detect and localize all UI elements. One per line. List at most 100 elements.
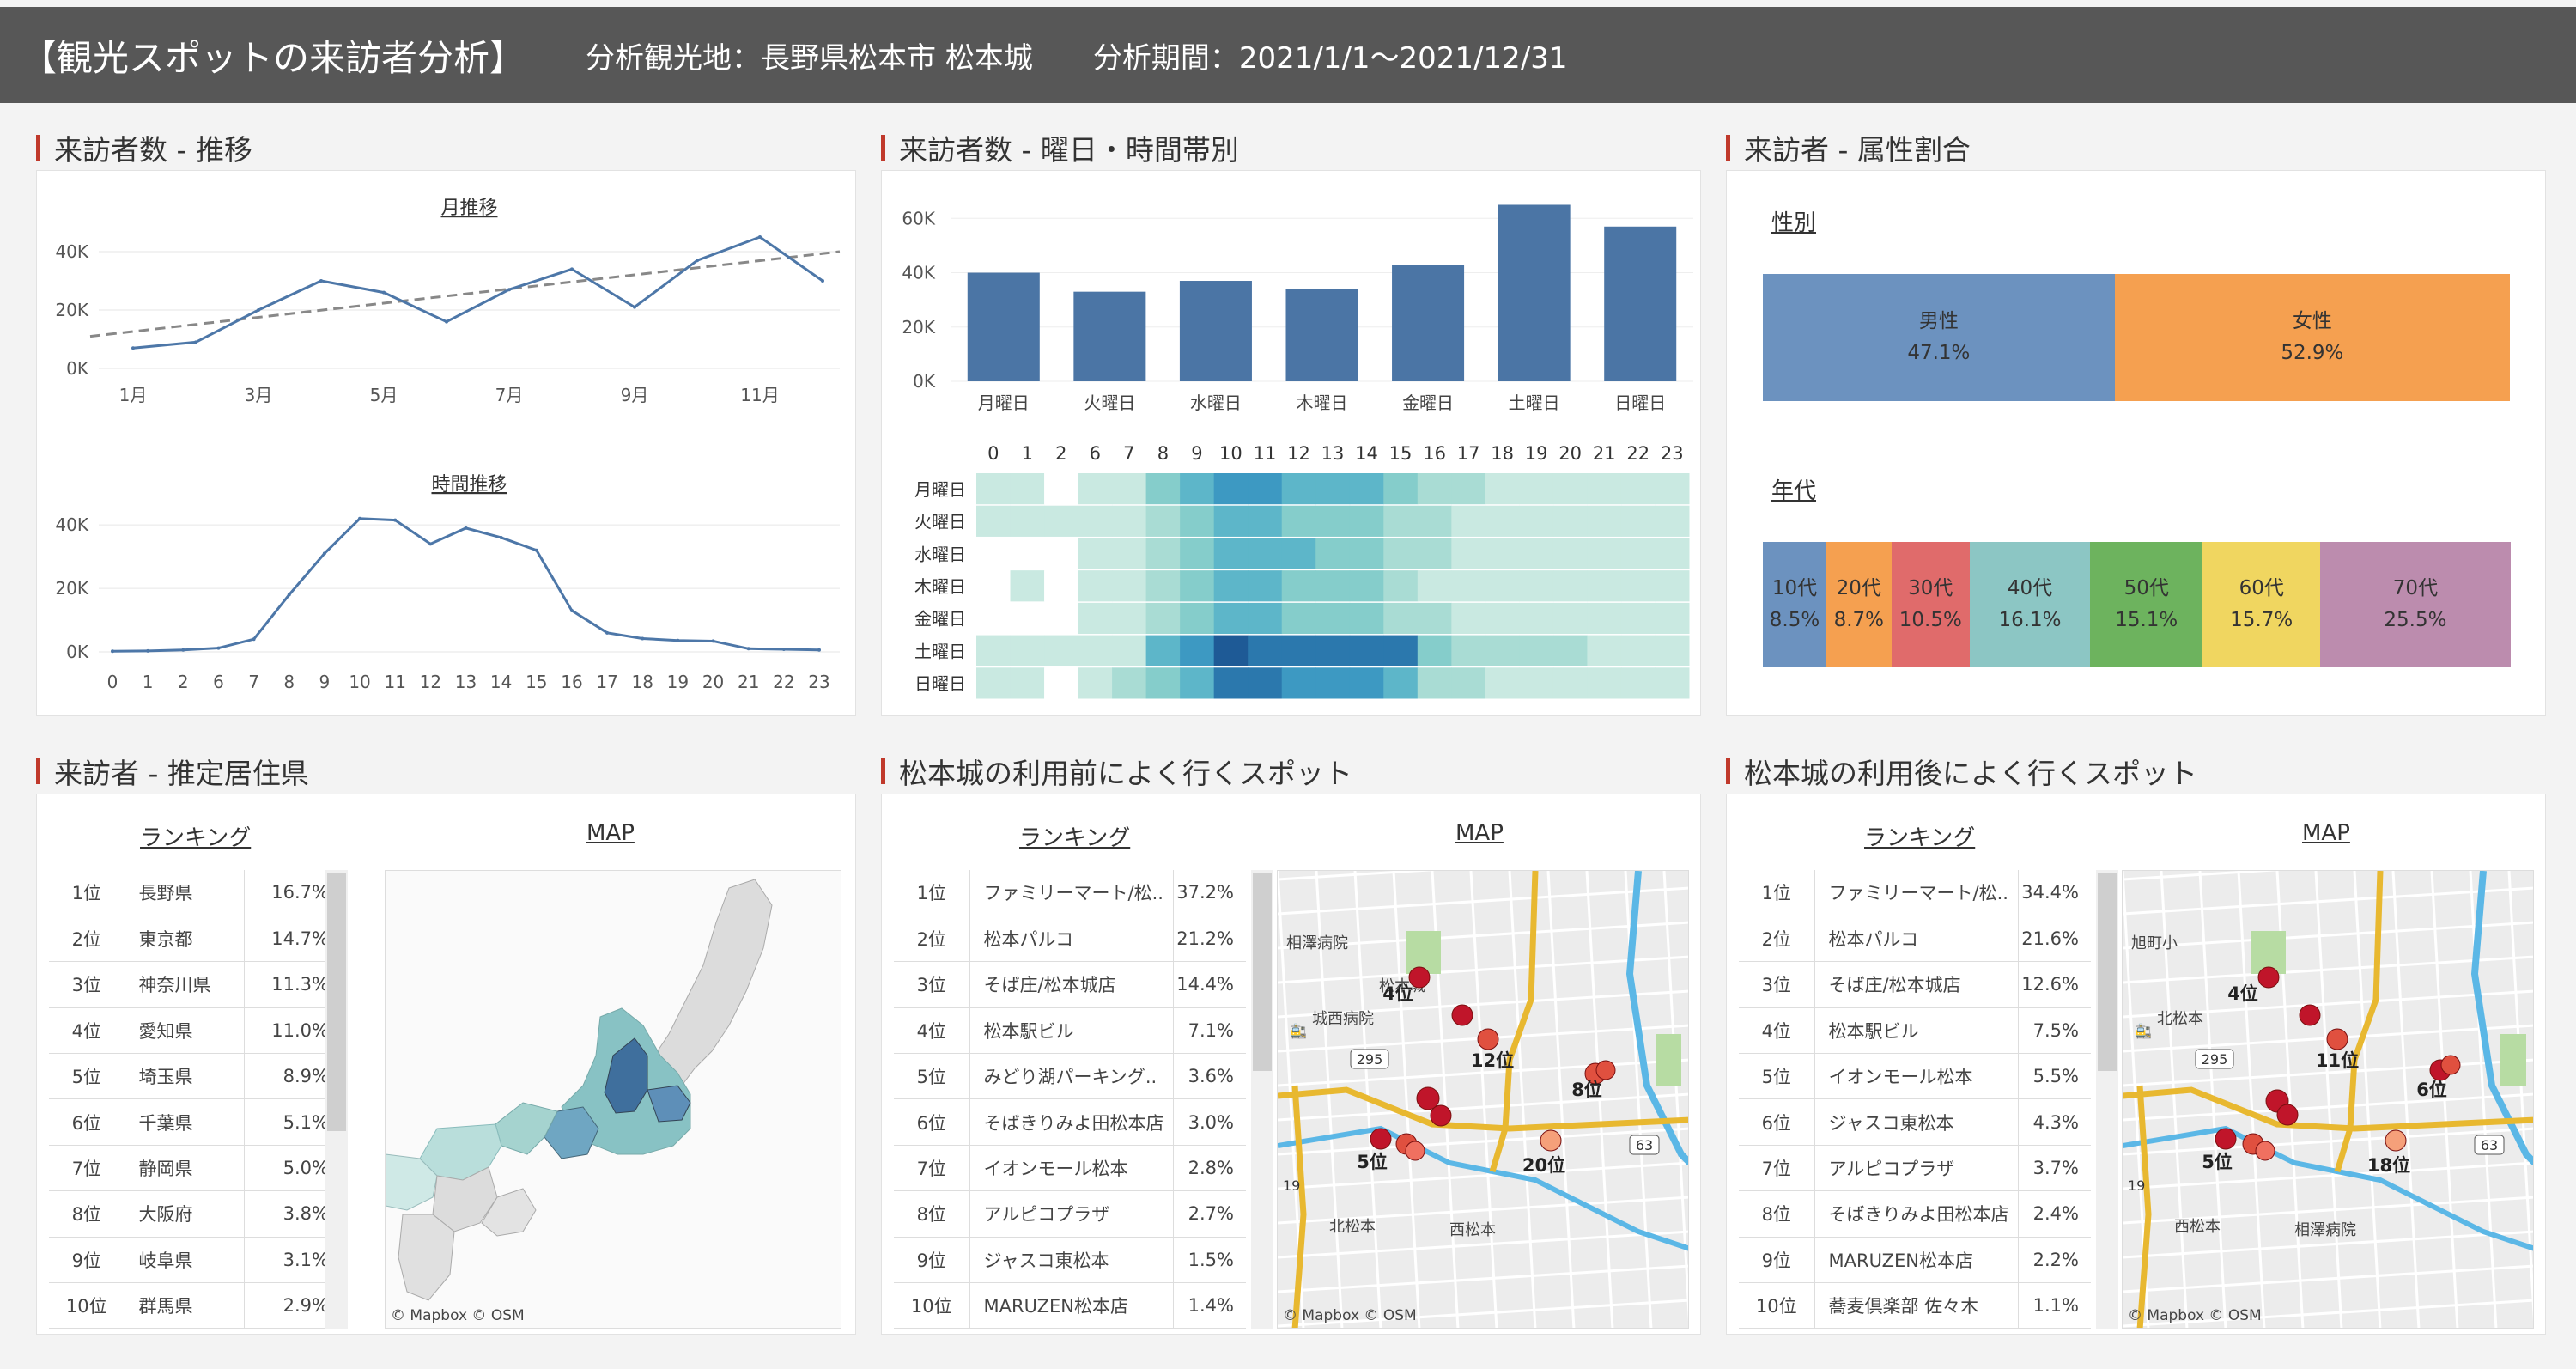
spot-marker xyxy=(1477,1028,1499,1050)
ranking-row[interactable]: 8位 アルピコプラザ 2.7% xyxy=(894,1190,1246,1238)
x-tick-label: 20 xyxy=(702,672,724,692)
ranking-row[interactable]: 5位 みどり湖パーキング.. 3.6% xyxy=(894,1053,1246,1100)
ranking-row[interactable]: 5位 イオンモール松本 5.5% xyxy=(1739,1053,2091,1100)
after-spots-map[interactable]: 295 63 19 北松本 🚉 西松本 相澤病院 旭町小 4位 11位 6位 5位 18位 © Mapbo… xyxy=(2122,870,2534,1329)
spot-marker xyxy=(2255,1141,2275,1161)
ranking-row[interactable]: 4位 愛知県 11.0% xyxy=(49,1007,341,1055)
ranking-row[interactable]: 7位 静岡県 5.0% xyxy=(49,1145,341,1192)
street xyxy=(2123,1230,2533,1259)
ranking-row[interactable]: 9位 ジャスコ東松本 1.5% xyxy=(894,1237,1246,1284)
ranking-row[interactable]: 10位 蕎麦倶楽部 佐々木 1.1% xyxy=(1739,1282,2091,1329)
heatmap-cell xyxy=(1180,505,1215,537)
heatmap-cell xyxy=(1010,473,1045,505)
name-cell: そば庄/松本城店 xyxy=(1814,961,2019,1008)
name-cell: MARUZEN松本店 xyxy=(1814,1237,2019,1284)
before-scrollbar[interactable] xyxy=(1251,870,1273,1329)
rank-cell: 5位 xyxy=(49,1053,125,1100)
japan-prefecture-map[interactable]: © Mapbox © OSM xyxy=(385,870,841,1329)
monthly-line-chart[interactable]: 月推移 0K 20K 40K 1月 3月 5月 7月 9月 11月 xyxy=(37,171,857,429)
ranking-row[interactable]: 10位 MARUZEN松本店 1.4% xyxy=(894,1282,1246,1329)
ranking-row[interactable]: 8位 そばきりみよ田松本店 2.4% xyxy=(1739,1190,2091,1238)
heatmap-cell xyxy=(1248,570,1283,602)
x-tick-label: 14 xyxy=(490,672,512,692)
percent-cell: 34.4% xyxy=(2018,870,2091,916)
percent-cell: 3.1% xyxy=(244,1237,341,1284)
ranking-row[interactable]: 1位 ファミリーマート/松.. 37.2% xyxy=(894,870,1246,916)
rank-cell: 2位 xyxy=(1739,916,1815,963)
ranking-row[interactable]: 3位 神奈川県 11.3% xyxy=(49,961,341,1008)
street xyxy=(1662,871,1688,1323)
ranking-row[interactable]: 2位 松本パルコ 21.6% xyxy=(1739,916,2091,963)
ranking-row[interactable]: 6位 千葉県 5.1% xyxy=(49,1098,341,1146)
heatmap-cell xyxy=(1519,570,1554,602)
x-tick-label: 23 xyxy=(808,672,829,692)
heatmap-cell xyxy=(1281,505,1316,537)
segment-label: 60代 xyxy=(2239,577,2284,600)
ranking-row[interactable]: 9位 岐阜県 3.1% xyxy=(49,1237,341,1284)
residence-scrollbar[interactable] xyxy=(325,870,348,1329)
segment-label: 40代 xyxy=(2007,577,2053,600)
street xyxy=(2123,955,2533,984)
rank-label: 5位 xyxy=(1357,1152,1388,1172)
monthly-point xyxy=(570,267,574,271)
ranking-row[interactable]: 8位 大阪府 3.8% xyxy=(49,1190,341,1238)
heatmap-cell xyxy=(1451,667,1486,699)
main-road xyxy=(2334,871,2384,1173)
ranking-row[interactable]: 3位 そば庄/松本城店 12.6% xyxy=(1739,961,2091,1008)
heatmap-column-label: 6 xyxy=(1090,443,1101,464)
heatmap-cell xyxy=(1010,635,1045,666)
name-cell: 東京都 xyxy=(125,916,246,963)
ranking-row[interactable]: 9位 MARUZEN松本店 2.2% xyxy=(1739,1237,2091,1284)
rank-cell: 7位 xyxy=(49,1145,125,1192)
hourly-point xyxy=(499,535,503,539)
weekday-hour-heatmap[interactable]: 0 1 2 6 7 8 9 10 11 12 13 14 15 16 17 18 19 20 21 22 23月曜日火曜… xyxy=(882,429,1702,717)
route-number: 63 xyxy=(1636,1137,1653,1153)
main-road xyxy=(1489,871,1539,1173)
street xyxy=(2123,886,2533,916)
ranking-row[interactable]: 4位 松本駅ビル 7.5% xyxy=(1739,1007,2091,1055)
name-cell: 静岡県 xyxy=(125,1145,246,1192)
gender-stacked-bar[interactable]: 男性 47.1% 女性 52.9% xyxy=(1763,274,2510,401)
percent-cell: 21.2% xyxy=(1173,916,1246,963)
heatmap-cell xyxy=(1383,635,1419,666)
age-stacked-bar[interactable]: 10代 8.5% 20代 8.7% 30代 10.5% 40代 16.1% 50代 15.1% 60… xyxy=(1763,542,2511,667)
ranking-row[interactable]: 7位 イオンモール松本 2.8% xyxy=(894,1145,1246,1192)
ranking-row[interactable]: 5位 埼玉県 8.9% xyxy=(49,1053,341,1100)
dashboard-title: 【観光スポットの来訪者分析】 xyxy=(21,36,526,79)
spot-marker xyxy=(1430,1104,1452,1127)
after-scrollbar[interactable] xyxy=(2096,870,2118,1329)
heatmap-column-label: 10 xyxy=(1219,443,1242,464)
heatmap-cell xyxy=(1315,538,1351,569)
map-credit: © Mapbox © OSM xyxy=(2128,1307,2262,1324)
before-spots-map[interactable]: 295 63 19 城西病院 🚉 北松本 西松本 相澤病院 松本城 4位 12位 8位 5位 20位 © M… xyxy=(1277,870,1689,1329)
heatmap-cell xyxy=(976,635,1012,666)
street xyxy=(2123,1127,2533,1156)
weekday-bar xyxy=(1285,289,1358,381)
street xyxy=(2123,1058,2533,1087)
ranking-row[interactable]: 10位 群馬県 2.9% xyxy=(49,1282,341,1329)
ranking-row[interactable]: 6位 そばきりみよ田松本店 3.0% xyxy=(894,1098,1246,1146)
heatmap-cell xyxy=(1519,602,1554,635)
name-cell: イオンモール松本 xyxy=(1814,1053,2019,1100)
ranking-row[interactable]: 1位 長野県 16.7% xyxy=(49,870,341,916)
name-cell: MARUZEN松本店 xyxy=(969,1282,1174,1329)
ranking-row[interactable]: 7位 アルピコプラザ 3.7% xyxy=(1739,1145,2091,1192)
ranking-row[interactable]: 2位 東京都 14.7% xyxy=(49,916,341,963)
before-map-label: MAP xyxy=(1455,820,1504,846)
monthly-chart-title: 月推移 xyxy=(440,198,497,219)
residence-ranking-label: ランキング xyxy=(140,825,252,851)
segment-label: 70代 xyxy=(2392,577,2439,600)
ranking-row[interactable]: 2位 松本パルコ 21.2% xyxy=(894,916,1246,963)
heatmap-column-label: 23 xyxy=(1661,443,1684,464)
ranking-row[interactable]: 6位 ジャスコ東松本 4.3% xyxy=(1739,1098,2091,1146)
weekday-bar-chart[interactable]: 0K 20K 40K 60K 月曜日 火曜日 水曜日 木曜日 金曜日 土曜日 日曜日 xyxy=(882,171,1702,429)
heatmap-cell xyxy=(1620,602,1656,635)
ranking-row[interactable]: 4位 松本駅ビル 7.1% xyxy=(894,1007,1246,1055)
ranking-row[interactable]: 3位 そば庄/松本城店 14.4% xyxy=(894,961,1246,1008)
heatmap-cell xyxy=(1315,635,1351,666)
rank-label: 6位 xyxy=(2416,1080,2447,1100)
street xyxy=(2123,921,2533,950)
heatmap-cell xyxy=(1078,667,1113,699)
ranking-row[interactable]: 1位 ファミリーマート/松.. 34.4% xyxy=(1739,870,2091,916)
